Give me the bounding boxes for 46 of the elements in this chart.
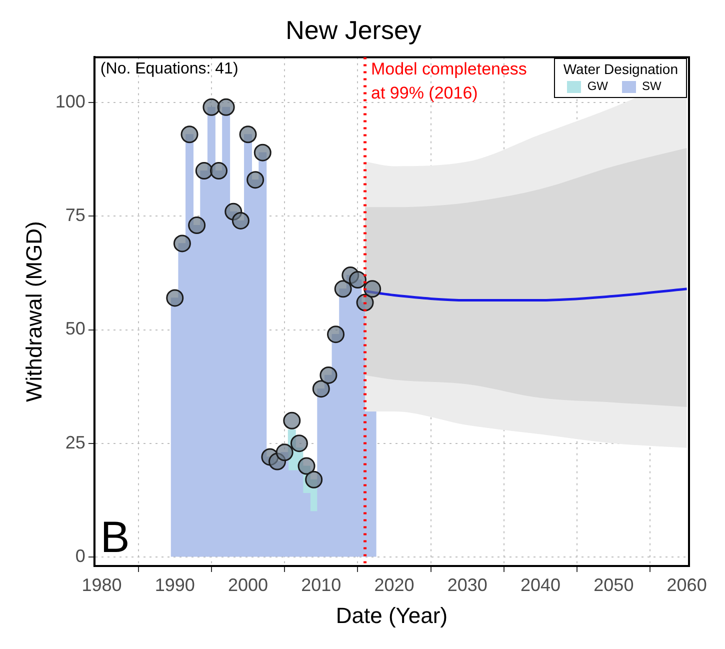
x-tick-label: 2040: [520, 574, 561, 595]
x-tick-label: 2030: [447, 574, 488, 595]
annotation: (No. Equations: 41): [100, 60, 238, 78]
point: [283, 412, 301, 430]
point: [166, 289, 184, 307]
point: [232, 212, 250, 230]
point: [327, 326, 345, 344]
point: [173, 234, 191, 252]
point: [254, 144, 272, 162]
x-axis-title: Date (Year): [336, 602, 448, 628]
x-tick-label: 2000: [228, 574, 268, 595]
y-axis-title: Withdrawal (MGD): [21, 221, 46, 402]
x-tick-label: 2050: [594, 574, 634, 595]
ref-line-label: Model completeness at 99% (2016): [371, 59, 527, 102]
point: [305, 470, 323, 488]
chart-title: New Jersey: [286, 14, 422, 45]
annotation: B: [100, 513, 130, 562]
legend-label: GW: [587, 79, 608, 94]
point: [298, 457, 316, 475]
x-tick-label: 2060: [666, 574, 707, 595]
point: [348, 271, 366, 289]
point: [312, 380, 330, 398]
point: [188, 216, 206, 234]
point: [364, 280, 382, 298]
point: [290, 434, 308, 452]
x-tick-label: 1980: [82, 574, 122, 595]
y-tick-label: 100: [55, 92, 86, 112]
point: [217, 98, 235, 116]
y-tick-label: 0: [75, 546, 86, 566]
legend-label: SW: [642, 79, 662, 94]
x-tick-label: 2020: [374, 574, 414, 595]
y-tick-label: 25: [65, 432, 86, 452]
y-tick-label: 75: [65, 205, 86, 226]
x-tick-label: 2010: [301, 574, 342, 595]
legend-title: Water Designation: [563, 61, 678, 78]
point: [180, 126, 198, 144]
point: [210, 162, 228, 180]
point: [195, 162, 213, 180]
point: [276, 444, 294, 462]
point: [239, 126, 257, 144]
point: [334, 280, 352, 298]
x-tick-label: 1990: [154, 574, 195, 595]
point: [202, 98, 220, 116]
point: [246, 171, 264, 189]
point: [320, 366, 338, 384]
y-tick-label: 50: [65, 318, 86, 339]
